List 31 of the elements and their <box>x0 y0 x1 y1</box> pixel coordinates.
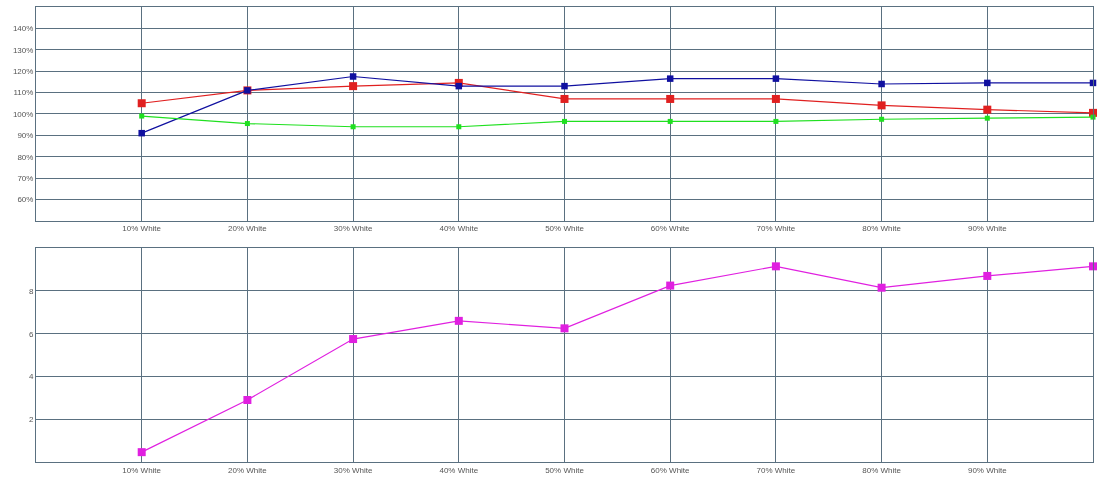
y-tick-label: 4 <box>28 372 34 382</box>
x-tick-label: 80% White <box>862 465 902 475</box>
x-tick-label: 90% White <box>967 465 1008 475</box>
x-tick-label: 60% White <box>650 465 691 475</box>
y-tick-label: 8 <box>28 286 34 296</box>
x-tick-label: 50% White <box>545 465 585 475</box>
x-tick-label: 60% White <box>650 224 691 234</box>
y-tick-label: 110% <box>13 88 34 98</box>
y-tick-label: 2 <box>28 415 34 425</box>
x-tick-label: 70% White <box>756 224 796 234</box>
y-tick-label: 80% <box>17 152 34 162</box>
x-tick-label: 50% White <box>545 224 585 234</box>
y-tick-label: 70% <box>17 173 34 183</box>
y-tick-label: 60% <box>17 195 34 205</box>
y-tick-label: 140% <box>12 24 34 34</box>
x-tick-label: 10% White <box>122 224 162 234</box>
x-tick-label: 30% White <box>333 224 373 234</box>
y-tick-label: 120% <box>12 66 34 76</box>
x-tick-label: 80% White <box>862 224 902 234</box>
x-tick-label: 40% White <box>439 224 479 234</box>
x-tick-label: 30% White <box>333 465 373 475</box>
y-tick-label: 130% <box>12 45 34 55</box>
x-tick-label: 10% White <box>122 465 162 475</box>
x-tick-label: 40% White <box>439 465 479 475</box>
x-tick-label: 90% White <box>967 224 1008 234</box>
y-tick-label: 6 <box>28 329 34 339</box>
x-tick-label: 20% White <box>228 224 268 234</box>
y-tick-label: 90% <box>17 131 34 141</box>
y-tick-label: 100% <box>12 109 34 119</box>
x-tick-label: 20% White <box>228 465 268 475</box>
x-tick-label: 70% White <box>756 465 796 475</box>
